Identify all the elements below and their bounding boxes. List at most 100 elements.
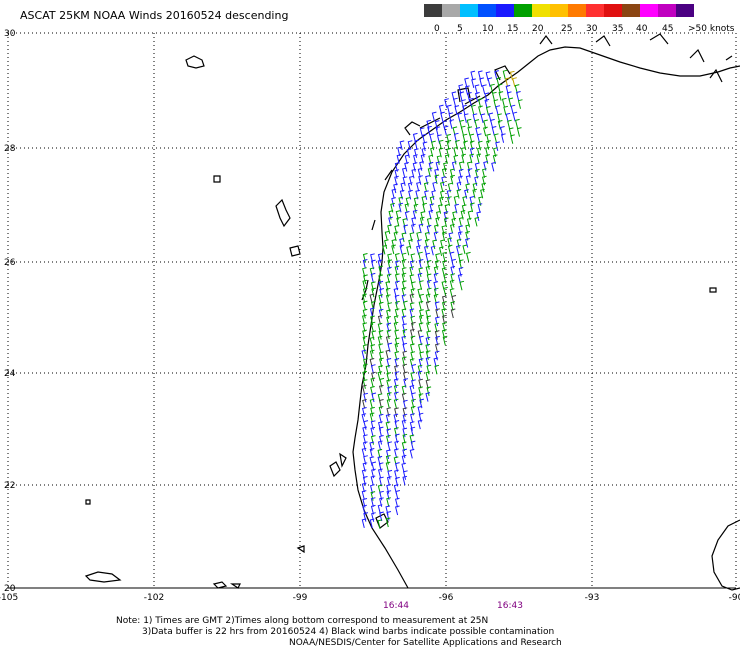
wind-barb	[457, 253, 463, 264]
wind-barb	[406, 148, 412, 158]
wind-barb	[362, 363, 368, 374]
wind-barb	[387, 386, 393, 396]
wind-barb	[451, 161, 457, 171]
wind-barb	[405, 197, 411, 207]
wind-barb	[439, 196, 445, 207]
wind-barb	[404, 154, 410, 165]
wind-barb	[377, 448, 383, 459]
wind-barb	[462, 133, 468, 144]
wind-barb	[441, 267, 447, 277]
wind-barb	[408, 239, 413, 249]
wind-barb	[378, 462, 384, 472]
lat-label: 26	[4, 258, 16, 268]
wind-barb	[474, 92, 480, 102]
wind-barb	[454, 203, 460, 214]
wind-barb	[391, 244, 396, 255]
wind-barb	[421, 147, 427, 158]
wind-barb	[412, 209, 418, 220]
legend-label: 25	[561, 24, 573, 34]
wind-barb	[377, 335, 383, 346]
wind-barb	[507, 119, 512, 130]
wind-barb	[441, 168, 447, 178]
wind-barb	[394, 505, 400, 516]
wind-barb	[370, 344, 376, 354]
wind-barb	[408, 175, 414, 186]
wind-barb	[463, 140, 468, 151]
wind-barb	[388, 216, 393, 227]
wind-barb	[384, 239, 389, 249]
wind-barb	[402, 448, 408, 459]
wind-barb	[402, 363, 408, 374]
island-i	[329, 461, 341, 478]
wind-barb	[410, 413, 415, 423]
wind-barb	[377, 371, 383, 381]
wind-barb	[387, 259, 393, 270]
island-c	[213, 175, 221, 183]
wind-barb	[417, 167, 423, 178]
lat-label: 30	[4, 29, 16, 39]
wind-barb	[451, 91, 457, 102]
wind-barb	[456, 181, 462, 192]
wind-barb	[417, 272, 423, 283]
wind-barb	[436, 155, 442, 165]
wind-barb	[378, 406, 384, 416]
wind-barb	[419, 216, 425, 227]
wind-barb	[370, 259, 376, 270]
wind-barb	[474, 119, 480, 129]
wind-barb	[384, 230, 390, 241]
wind-barb	[485, 146, 490, 157]
wind-barb	[407, 182, 413, 192]
wind-barb	[378, 330, 384, 340]
wind-barb	[394, 280, 400, 291]
wind-barb	[446, 140, 452, 150]
wind-barb	[361, 490, 367, 500]
wind-barb	[362, 322, 368, 332]
wind-barb	[433, 281, 439, 291]
wind-barb	[386, 511, 392, 521]
wind-barb	[434, 316, 440, 327]
wind-barb	[499, 126, 505, 136]
wind-barb	[418, 280, 424, 290]
legend-swatch	[640, 4, 658, 17]
wind-barb	[402, 329, 408, 339]
wind-barb	[377, 468, 383, 479]
wind-barb	[480, 188, 485, 199]
axis-labels: 30 28 26 24 22 20-105 -102 -99 -96 -93 -90 16:44 16:…	[0, 29, 740, 611]
wind-barb	[401, 287, 407, 297]
pass-time-label: 16:43	[497, 601, 523, 611]
wind-barb	[491, 161, 496, 172]
wind-barb	[377, 519, 383, 529]
wind-barb	[446, 189, 452, 200]
wind-barb	[409, 308, 415, 319]
wind-barb	[401, 167, 407, 178]
wind-barb	[401, 315, 407, 326]
wind-barb	[450, 301, 456, 311]
wind-barb	[370, 426, 376, 437]
wind-barb	[442, 251, 448, 262]
lon-label: -96	[439, 593, 454, 603]
wind-barb	[418, 314, 424, 325]
wind-barb	[409, 302, 415, 312]
wind-barb	[378, 351, 384, 362]
wind-barb	[428, 154, 434, 165]
wind-barb	[440, 239, 445, 250]
wind-barb	[377, 440, 383, 451]
wind-barb	[453, 154, 459, 165]
wind-barb	[495, 141, 500, 152]
wind-barb	[369, 349, 375, 360]
wind-barb	[478, 196, 483, 206]
wind-barb	[450, 308, 456, 319]
island-j	[339, 452, 347, 468]
wind-barb	[458, 217, 464, 227]
wind-barb	[417, 343, 423, 354]
wind-barb	[515, 91, 521, 101]
wind-barb	[402, 300, 408, 311]
wind-barb	[409, 448, 415, 459]
wind-barb	[410, 253, 416, 263]
wind-barb	[369, 412, 375, 423]
wind-barb	[393, 384, 399, 395]
wind-barb	[418, 300, 424, 311]
wind-barb	[481, 175, 487, 186]
wind-barb	[486, 133, 491, 144]
wind-barb	[497, 113, 502, 123]
